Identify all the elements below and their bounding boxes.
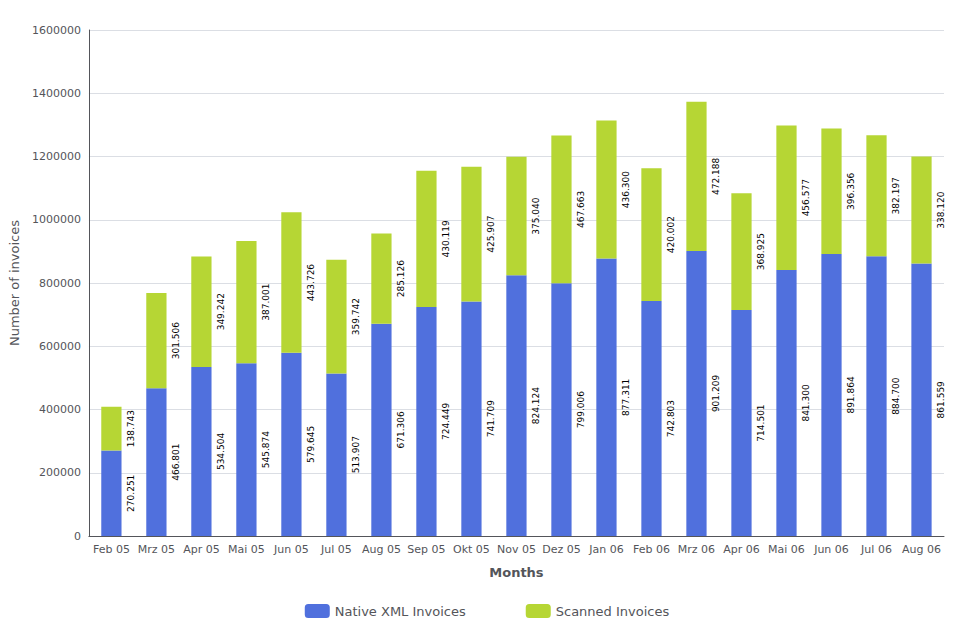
svg-text:Mrz 05: Mrz 05 bbox=[138, 543, 175, 556]
svg-text:Dez 05: Dez 05 bbox=[542, 543, 581, 556]
svg-text:714.501: 714.501 bbox=[756, 404, 766, 441]
svg-text:285.126: 285.126 bbox=[396, 260, 406, 297]
svg-text:467.663: 467.663 bbox=[576, 191, 586, 228]
svg-text:600000: 600000 bbox=[39, 340, 81, 353]
svg-text:1000000: 1000000 bbox=[32, 213, 81, 226]
svg-text:436.300: 436.300 bbox=[621, 171, 631, 208]
svg-text:579.645: 579.645 bbox=[306, 426, 316, 463]
svg-text:Jul 06: Jul 06 bbox=[860, 543, 892, 556]
svg-text:349.242: 349.242 bbox=[216, 293, 226, 330]
svg-text:Mai 06: Mai 06 bbox=[768, 543, 805, 556]
svg-text:Aug 05: Aug 05 bbox=[362, 543, 401, 556]
svg-text:338.120: 338.120 bbox=[936, 191, 946, 228]
svg-text:270.251: 270.251 bbox=[126, 475, 136, 512]
svg-text:741.709: 741.709 bbox=[486, 400, 496, 437]
svg-text:884.700: 884.700 bbox=[891, 377, 901, 414]
svg-text:Sep 05: Sep 05 bbox=[407, 543, 445, 556]
svg-text:724.449: 724.449 bbox=[441, 403, 451, 440]
svg-text:396.356: 396.356 bbox=[846, 172, 856, 209]
svg-text:Nov 05: Nov 05 bbox=[497, 543, 536, 556]
svg-text:Number of invoices: Number of invoices bbox=[7, 220, 22, 346]
svg-text:891.864: 891.864 bbox=[846, 376, 856, 413]
svg-text:Feb 05: Feb 05 bbox=[93, 543, 130, 556]
svg-text:534.504: 534.504 bbox=[216, 433, 226, 470]
svg-text:901.209: 901.209 bbox=[711, 375, 721, 412]
svg-text:513.907: 513.907 bbox=[351, 436, 361, 473]
svg-text:Jan 06: Jan 06 bbox=[588, 543, 623, 556]
svg-text:545.874: 545.874 bbox=[261, 431, 271, 468]
svg-text:387.001: 387.001 bbox=[261, 284, 271, 321]
svg-text:Apr 05: Apr 05 bbox=[183, 543, 220, 556]
svg-text:671.306: 671.306 bbox=[396, 411, 406, 448]
svg-text:400000: 400000 bbox=[39, 403, 81, 416]
svg-text:1200000: 1200000 bbox=[32, 150, 81, 163]
svg-text:Scanned Invoices: Scanned Invoices bbox=[556, 604, 670, 619]
svg-text:Apr 06: Apr 06 bbox=[723, 543, 760, 556]
svg-text:359.742: 359.742 bbox=[351, 298, 361, 335]
svg-text:301.506: 301.506 bbox=[171, 322, 181, 359]
svg-text:Jun 06: Jun 06 bbox=[813, 543, 849, 556]
svg-text:Mrz 06: Mrz 06 bbox=[678, 543, 715, 556]
svg-text:Mai 05: Mai 05 bbox=[228, 543, 265, 556]
svg-text:861.559: 861.559 bbox=[936, 381, 946, 418]
svg-text:466.801: 466.801 bbox=[171, 444, 181, 481]
svg-text:1400000: 1400000 bbox=[32, 87, 81, 100]
svg-text:Feb 06: Feb 06 bbox=[633, 543, 670, 556]
svg-text:877.311: 877.311 bbox=[621, 379, 631, 416]
svg-text:138.743: 138.743 bbox=[126, 410, 136, 447]
svg-text:0: 0 bbox=[74, 530, 81, 543]
svg-text:824.124: 824.124 bbox=[531, 387, 541, 424]
svg-text:382.197: 382.197 bbox=[891, 177, 901, 214]
svg-text:430.119: 430.119 bbox=[441, 220, 451, 257]
svg-text:Jun 05: Jun 05 bbox=[273, 543, 309, 556]
svg-text:Months: Months bbox=[489, 565, 544, 580]
svg-text:Aug 06: Aug 06 bbox=[902, 543, 941, 556]
svg-text:456.577: 456.577 bbox=[801, 179, 811, 216]
svg-text:425.907: 425.907 bbox=[486, 215, 496, 252]
svg-text:800000: 800000 bbox=[39, 277, 81, 290]
svg-text:443.726: 443.726 bbox=[306, 264, 316, 301]
svg-text:420.002: 420.002 bbox=[666, 216, 676, 253]
svg-text:742.803: 742.803 bbox=[666, 400, 676, 437]
svg-text:841.300: 841.300 bbox=[801, 384, 811, 421]
svg-text:200000: 200000 bbox=[39, 466, 81, 479]
svg-text:Okt 05: Okt 05 bbox=[453, 543, 490, 556]
svg-text:375.040: 375.040 bbox=[531, 197, 541, 234]
svg-text:799.006: 799.006 bbox=[576, 391, 586, 428]
svg-text:472.188: 472.188 bbox=[711, 157, 721, 194]
svg-text:Jul 05: Jul 05 bbox=[320, 543, 352, 556]
svg-text:1600000: 1600000 bbox=[32, 24, 81, 37]
svg-text:368.925: 368.925 bbox=[756, 233, 766, 270]
svg-text:Native XML Invoices: Native XML Invoices bbox=[335, 604, 466, 619]
